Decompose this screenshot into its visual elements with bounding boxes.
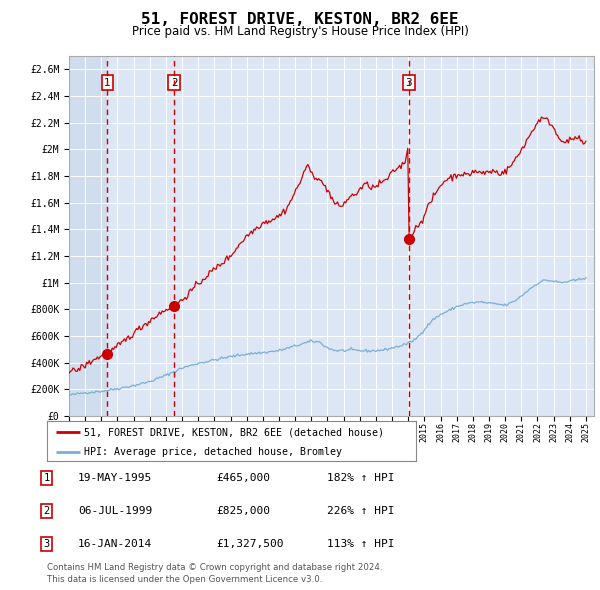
Text: 113% ↑ HPI: 113% ↑ HPI xyxy=(327,539,395,549)
Text: 3: 3 xyxy=(44,539,50,549)
Text: 2: 2 xyxy=(171,78,178,88)
Text: £1,327,500: £1,327,500 xyxy=(216,539,284,549)
Text: 16-JAN-2014: 16-JAN-2014 xyxy=(78,539,152,549)
Text: 1: 1 xyxy=(44,473,50,483)
Text: 51, FOREST DRIVE, KESTON, BR2 6EE: 51, FOREST DRIVE, KESTON, BR2 6EE xyxy=(141,12,459,27)
Text: 226% ↑ HPI: 226% ↑ HPI xyxy=(327,506,395,516)
Text: 182% ↑ HPI: 182% ↑ HPI xyxy=(327,473,395,483)
Text: Contains HM Land Registry data © Crown copyright and database right 2024.: Contains HM Land Registry data © Crown c… xyxy=(47,563,382,572)
Text: 3: 3 xyxy=(406,78,412,88)
Text: Price paid vs. HM Land Registry's House Price Index (HPI): Price paid vs. HM Land Registry's House … xyxy=(131,25,469,38)
Text: 19-MAY-1995: 19-MAY-1995 xyxy=(78,473,152,483)
Text: This data is licensed under the Open Government Licence v3.0.: This data is licensed under the Open Gov… xyxy=(47,575,322,584)
Text: £465,000: £465,000 xyxy=(216,473,270,483)
Text: HPI: Average price, detached house, Bromley: HPI: Average price, detached house, Brom… xyxy=(83,447,342,457)
Bar xyxy=(69,56,107,416)
Text: 06-JUL-1999: 06-JUL-1999 xyxy=(78,506,152,516)
Text: 1: 1 xyxy=(104,78,111,88)
Text: £825,000: £825,000 xyxy=(216,506,270,516)
Text: 2: 2 xyxy=(44,506,50,516)
Text: 51, FOREST DRIVE, KESTON, BR2 6EE (detached house): 51, FOREST DRIVE, KESTON, BR2 6EE (detac… xyxy=(83,428,384,438)
